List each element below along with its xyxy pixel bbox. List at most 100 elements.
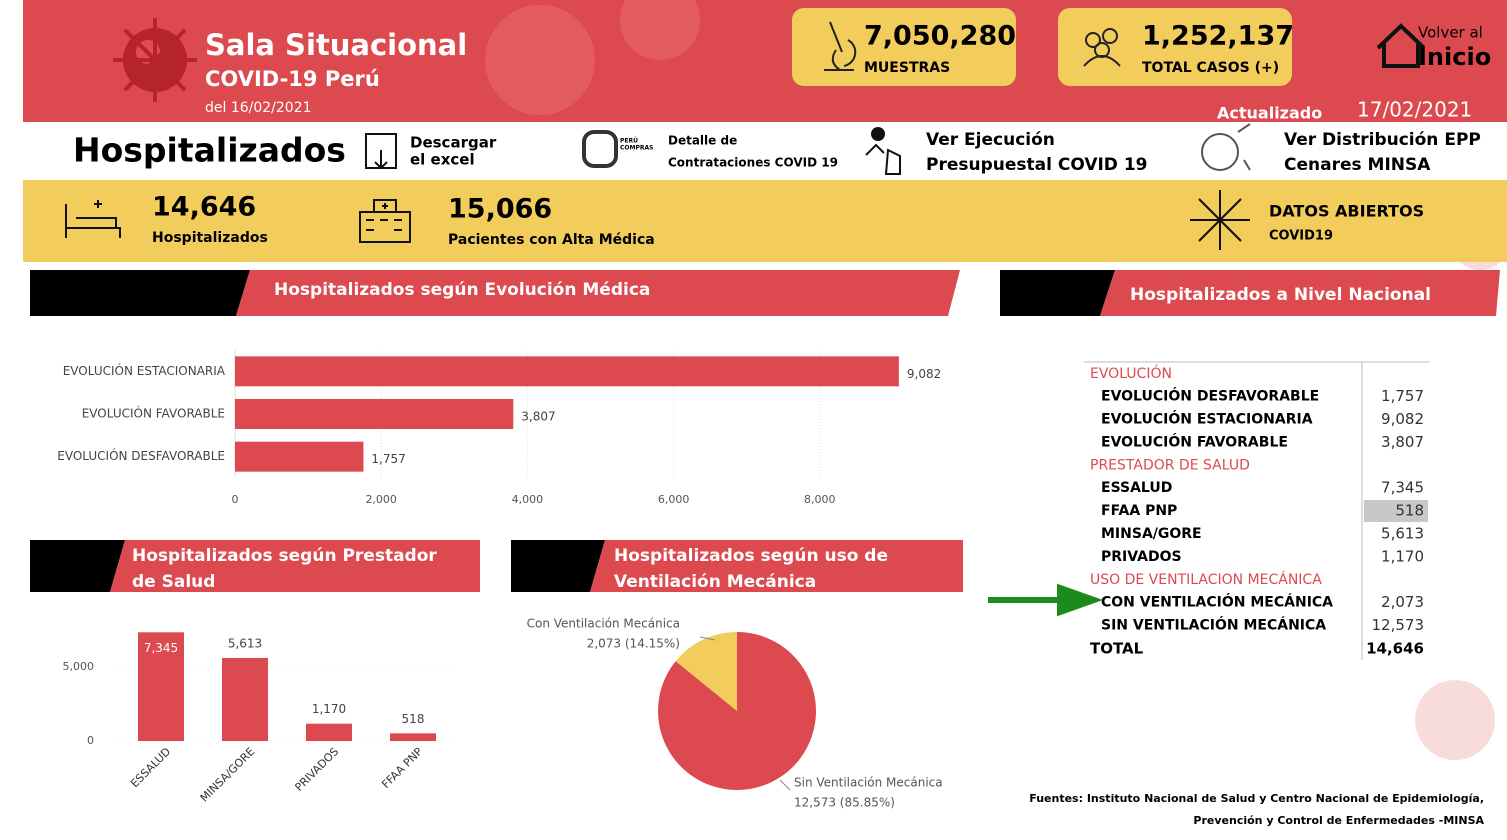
group-label: USO DE VENTILACION MECÁNICA xyxy=(1090,571,1322,588)
panel-header xyxy=(1000,270,1500,316)
panel-header xyxy=(30,270,960,316)
download-link[interactable]: Descargar el excel xyxy=(365,133,497,170)
link-text[interactable]: Presupuestal COVID 19 xyxy=(926,155,1148,175)
leader-line xyxy=(779,779,791,791)
row-value: 12,573 xyxy=(1372,616,1425,634)
total-label: TOTAL xyxy=(1090,640,1144,658)
header-date: del 16/02/2021 xyxy=(205,100,312,116)
value-label: 9,082 xyxy=(907,367,941,381)
row-label: EVOLUCIÓN FAVORABLE xyxy=(1101,433,1288,451)
category-label: EVOLUCIÓN ESTACIONARIA xyxy=(63,363,226,378)
row-value: 5,613 xyxy=(1381,525,1424,543)
row-label: ESSALUD xyxy=(1101,480,1172,496)
kpi-label: Pacientes con Alta Médica xyxy=(448,232,655,248)
table-title: Hospitalizados a Nivel Nacional xyxy=(1130,285,1431,305)
link-text[interactable]: Ver Distribución EPP xyxy=(1284,130,1481,150)
row-label: FFAA PNP xyxy=(1101,503,1177,519)
virus-logo xyxy=(113,18,197,102)
panel-header xyxy=(30,540,480,592)
microscope-icon xyxy=(824,21,857,71)
link-text[interactable]: Ver Ejecución xyxy=(926,130,1055,150)
row-label: CON VENTILACIÓN MECÁNICA xyxy=(1101,593,1333,611)
y-tick-label: 5,000 xyxy=(63,660,95,673)
value-label: 1,757 xyxy=(371,452,405,466)
total-value: 14,646 xyxy=(1366,640,1424,658)
value-label: 5,613 xyxy=(228,636,262,650)
footer-text: Prevención y Control de Enfermedades -MI… xyxy=(1193,814,1484,827)
chart-title: Hospitalizados según Evolución Médica xyxy=(274,280,650,300)
home-button[interactable]: Volver al Inicio xyxy=(1376,23,1491,72)
category-label: EVOLUCIÓN DESFAVORABLE xyxy=(57,448,225,463)
hospital-icon xyxy=(359,199,411,243)
updated-date: 17/02/2021 xyxy=(1357,98,1472,122)
value-label: 1,170 xyxy=(312,702,346,716)
budget-link[interactable]: Ver Ejecución Presupuestal COVID 19 xyxy=(865,127,1148,175)
row-label: EVOLUCIÓN DESFAVORABLE xyxy=(1101,387,1319,405)
bar xyxy=(235,441,364,472)
slice-value: 12,573 (85.85%) xyxy=(794,796,895,810)
epp-link[interactable]: Ver Distribución EPP Cenares MINSA xyxy=(1201,123,1481,175)
chart-title: Hospitalizados según Prestador de Salud xyxy=(132,546,437,592)
x-tick-label: 4,000 xyxy=(512,493,544,506)
row-label: SIN VENTILACIÓN MECÁNICA xyxy=(1101,616,1326,634)
row-value: 1,170 xyxy=(1381,548,1424,566)
row-value: 9,082 xyxy=(1381,410,1424,428)
slice-value: 2,073 (14.15%) xyxy=(587,637,680,651)
kpi-label: TOTAL CASOS (+) xyxy=(1142,60,1279,76)
link-text[interactable]: COVID19 xyxy=(1269,229,1333,244)
logo-text[interactable]: PERÚ xyxy=(620,138,638,145)
header-subtitle: COVID-19 Perú xyxy=(205,67,380,91)
kpi-value: 1,252,137 xyxy=(1142,21,1294,52)
kpi-value: 15,066 xyxy=(448,194,552,225)
contracts-link[interactable]: PERÚ COMPRAS Detalle de Contrataciones C… xyxy=(582,130,838,170)
home-label[interactable]: Volver al xyxy=(1418,24,1483,42)
people-icon xyxy=(1083,28,1121,67)
bar xyxy=(306,723,352,741)
x-tick-label: 6,000 xyxy=(658,493,690,506)
kpi-label: MUESTRAS xyxy=(864,60,950,76)
row-value: 3,807 xyxy=(1381,433,1424,451)
bar xyxy=(138,632,184,741)
x-tick-label: 0 xyxy=(232,493,239,506)
slice-label: Con Ventilación Mecánica xyxy=(527,617,680,631)
link-text[interactable]: Cenares MINSA xyxy=(1284,155,1431,175)
row-value: 7,345 xyxy=(1381,479,1424,497)
link-text[interactable]: el excel xyxy=(410,151,475,169)
panel-header xyxy=(511,540,963,592)
bar xyxy=(390,733,436,741)
row-label: PRIVADOS xyxy=(1101,549,1182,565)
chart-title: Hospitalizados según uso de Ventilación … xyxy=(614,546,888,592)
bed-icon xyxy=(65,200,121,238)
footer-text: Fuentes: Instituto Nacional de Salud y C… xyxy=(1029,792,1484,805)
bar xyxy=(235,399,514,429)
value-label: 7,345 xyxy=(144,641,178,655)
y-tick-label: 0 xyxy=(87,734,94,747)
kpi-box xyxy=(1058,8,1292,86)
bar xyxy=(222,657,268,741)
open-data-link[interactable]: DATOS ABIERTOS COVID19 xyxy=(1190,190,1424,250)
updated-label: Actualizado xyxy=(1217,104,1322,123)
kpi-label: Hospitalizados xyxy=(152,230,268,246)
category-label: EVOLUCIÓN FAVORABLE xyxy=(82,406,225,421)
kpi-value: 14,646 xyxy=(152,192,256,223)
bar xyxy=(235,356,899,387)
pie-slice xyxy=(675,632,737,711)
kpi-box xyxy=(792,8,1016,86)
row-label: EVOLUCIÓN ESTACIONARIA xyxy=(1101,410,1313,428)
group-label: EVOLUCIÓN xyxy=(1090,364,1172,382)
link-text[interactable]: Descargar xyxy=(410,134,497,152)
green-arrow xyxy=(988,583,1104,617)
kpi-value: 7,050,280 xyxy=(864,21,1016,52)
link-text[interactable]: DATOS ABIERTOS xyxy=(1269,202,1424,221)
home-label[interactable]: Inicio xyxy=(1418,43,1491,71)
link-text[interactable]: Detalle de xyxy=(668,134,737,148)
x-tick-label: 8,000 xyxy=(804,493,836,506)
logo-text[interactable]: COMPRAS xyxy=(620,145,653,152)
link-text[interactable]: Contrataciones COVID 19 xyxy=(668,156,838,170)
value-label: 518 xyxy=(402,712,425,726)
cell-highlight xyxy=(1364,500,1428,522)
x-tick-label: 2,000 xyxy=(365,493,397,506)
row-value: 1,757 xyxy=(1381,387,1424,405)
header-title: Sala Situacional xyxy=(205,28,467,62)
